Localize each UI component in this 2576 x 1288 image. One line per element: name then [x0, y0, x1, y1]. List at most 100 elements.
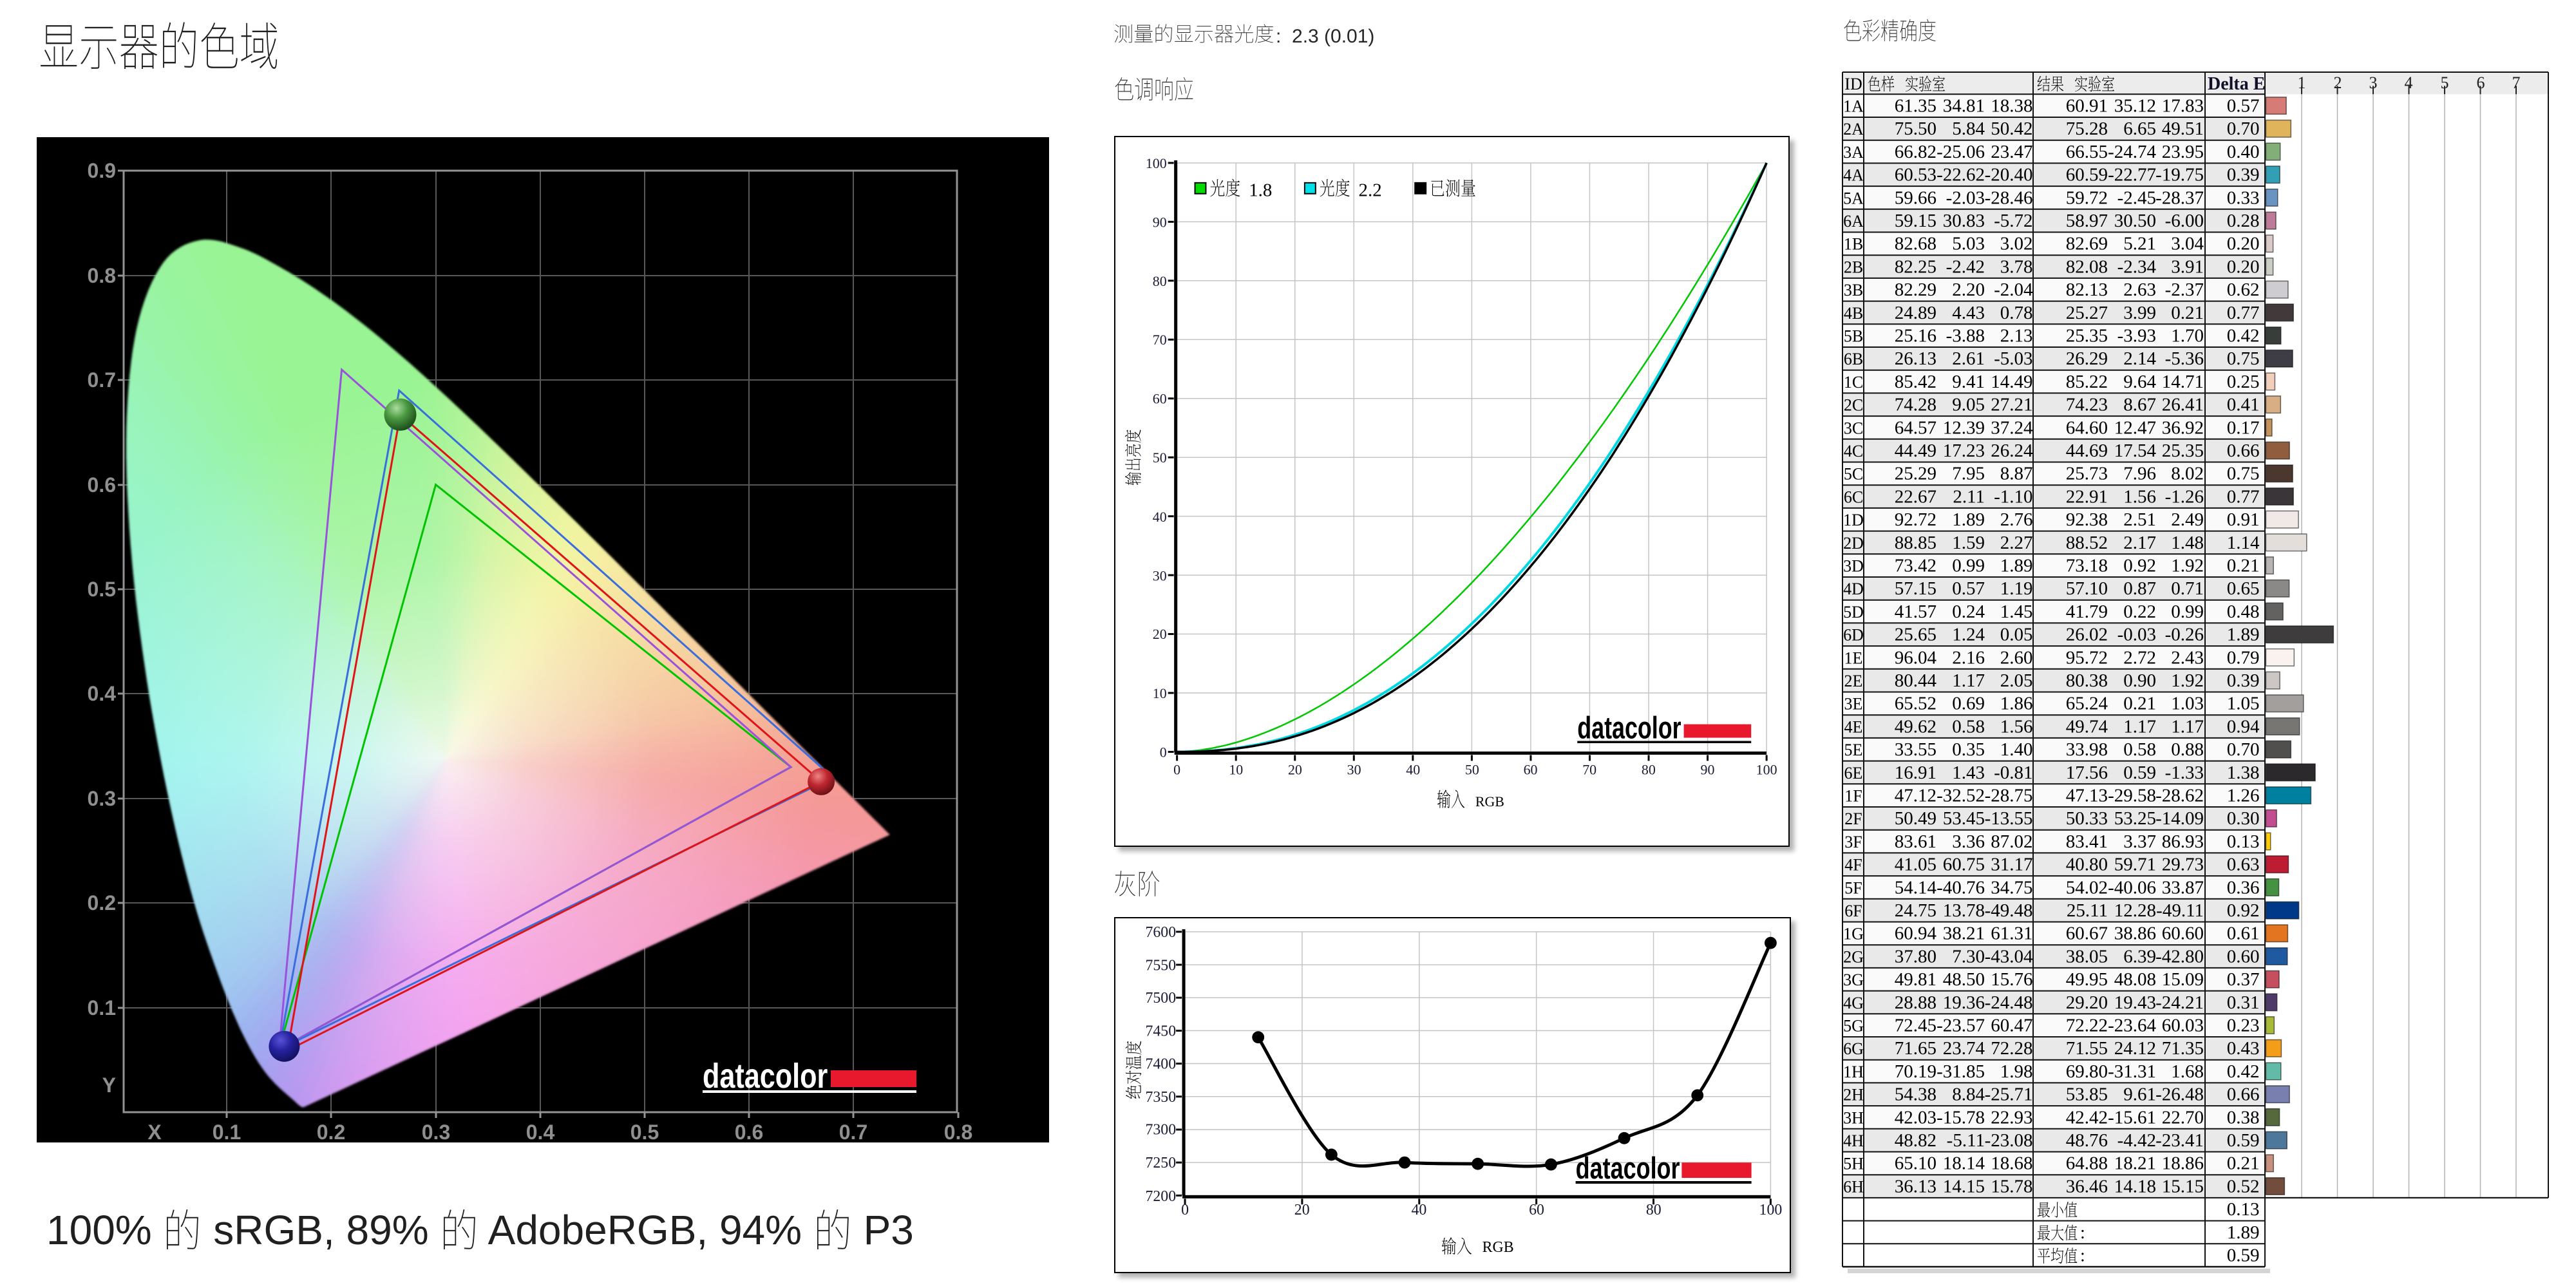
- svg-text:1.89: 1.89: [2227, 1222, 2260, 1243]
- svg-text:0.21: 0.21: [2171, 303, 2204, 323]
- svg-text:8.87: 8.87: [2000, 464, 2033, 484]
- svg-text:26.02: 26.02: [2066, 625, 2108, 645]
- svg-text:1E: 1E: [1844, 649, 1863, 667]
- svg-text:4G: 4G: [1843, 994, 1864, 1012]
- svg-text:-0.26: -0.26: [2165, 625, 2204, 645]
- svg-text:48.76: 48.76: [2066, 1130, 2108, 1151]
- svg-text:0.35: 0.35: [1952, 739, 1985, 760]
- svg-text:16.91: 16.91: [1895, 762, 1937, 783]
- svg-text:0.2: 0.2: [88, 891, 116, 914]
- svg-text:38.86: 38.86: [2114, 923, 2156, 944]
- svg-text:30: 30: [1153, 567, 1167, 583]
- svg-text:0.59: 0.59: [2227, 1130, 2260, 1151]
- svg-text:0.2: 0.2: [317, 1121, 345, 1142]
- svg-text:Y: Y: [102, 1074, 116, 1097]
- svg-text:71.55: 71.55: [2066, 1038, 2108, 1059]
- svg-text:37.24: 37.24: [1991, 417, 2033, 438]
- svg-text:70.19: 70.19: [1895, 1061, 1937, 1082]
- svg-text:-2.03: -2.03: [1946, 187, 1985, 208]
- svg-text:35.12: 35.12: [2114, 96, 2156, 117]
- svg-text:26.41: 26.41: [2162, 395, 2204, 415]
- svg-text:0.91: 0.91: [2227, 509, 2260, 530]
- svg-text:53.45: 53.45: [1943, 808, 1985, 829]
- svg-text:60.53: 60.53: [1895, 165, 1937, 185]
- svg-text:75.50: 75.50: [1895, 118, 1937, 139]
- svg-text:2.17: 2.17: [2123, 533, 2156, 553]
- svg-text:2D: 2D: [1843, 534, 1864, 553]
- svg-text:2E: 2E: [1844, 672, 1863, 690]
- svg-text:10: 10: [1229, 761, 1243, 777]
- svg-text:30.83: 30.83: [1943, 211, 1985, 231]
- svg-text:59.66: 59.66: [1895, 187, 1937, 208]
- svg-text:4H: 4H: [1843, 1132, 1864, 1150]
- svg-text:60.91: 60.91: [2066, 96, 2108, 117]
- svg-text:60: 60: [1524, 761, 1538, 777]
- svg-text:0.21: 0.21: [2227, 1153, 2260, 1174]
- svg-text:9.41: 9.41: [1952, 372, 1985, 392]
- svg-text:80: 80: [1153, 273, 1167, 289]
- svg-text:7.30: 7.30: [1952, 946, 1985, 967]
- svg-text:40: 40: [1153, 509, 1167, 525]
- svg-text:25.11: 25.11: [2067, 900, 2108, 921]
- svg-text:19.43: 19.43: [2114, 992, 2156, 1013]
- svg-text:0: 0: [1160, 744, 1167, 760]
- svg-text:80: 80: [1642, 761, 1656, 777]
- svg-text:37.80: 37.80: [1895, 946, 1937, 967]
- svg-text:2.43: 2.43: [2171, 647, 2204, 668]
- svg-text:6G: 6G: [1843, 1039, 1864, 1058]
- svg-text:74.23: 74.23: [2066, 395, 2108, 415]
- svg-text:datacolor: datacolor: [1576, 1151, 1680, 1185]
- svg-text:60.47: 60.47: [1991, 1016, 2032, 1036]
- svg-text:3.99: 3.99: [2123, 303, 2156, 323]
- svg-text:0.28: 0.28: [2227, 211, 2260, 231]
- svg-text:0.6: 0.6: [735, 1121, 763, 1142]
- svg-text:23.95: 23.95: [2162, 142, 2204, 162]
- svg-text:12.47: 12.47: [2114, 417, 2156, 438]
- svg-text:64.60: 64.60: [2066, 417, 2108, 438]
- svg-text:1F: 1F: [1844, 787, 1862, 806]
- svg-text:48.50: 48.50: [1943, 969, 1985, 990]
- svg-text:0.61: 0.61: [2227, 923, 2260, 944]
- svg-text:0.21: 0.21: [2123, 694, 2156, 714]
- svg-text:1.17: 1.17: [1952, 670, 1985, 691]
- svg-text:-25.06: -25.06: [1937, 142, 1985, 162]
- svg-text:49.51: 49.51: [2162, 118, 2204, 139]
- svg-text:-14.09: -14.09: [2155, 808, 2204, 829]
- svg-text:-28.37: -28.37: [2155, 187, 2204, 208]
- svg-text:-28.75: -28.75: [1985, 786, 2033, 806]
- svg-text:59.72: 59.72: [2066, 187, 2108, 208]
- svg-text:29.73: 29.73: [2162, 855, 2204, 875]
- svg-text:0.5: 0.5: [630, 1121, 659, 1142]
- svg-text:6F: 6F: [1844, 902, 1862, 920]
- svg-text:2G: 2G: [1843, 947, 1864, 966]
- svg-text:2.27: 2.27: [2000, 533, 2033, 553]
- svg-text:2.76: 2.76: [2000, 509, 2033, 530]
- svg-text:15.76: 15.76: [1991, 969, 2032, 990]
- svg-text:1.59: 1.59: [1952, 533, 1985, 553]
- svg-text:1.89: 1.89: [2227, 625, 2260, 645]
- svg-text:88.52: 88.52: [2066, 533, 2108, 553]
- svg-text:: 2.3 (0.01): : 2.3 (0.01): [1276, 26, 1374, 47]
- svg-text:100: 100: [1759, 1202, 1783, 1218]
- svg-text:-49.48: -49.48: [1985, 900, 2033, 921]
- svg-text:34.81: 34.81: [1943, 96, 1985, 117]
- svg-text:2.60: 2.60: [2000, 647, 2033, 668]
- svg-text:4C: 4C: [1844, 442, 1863, 460]
- svg-text:53.25: 53.25: [2114, 808, 2156, 829]
- svg-text:5F: 5F: [1844, 878, 1862, 897]
- svg-text:70: 70: [1582, 761, 1596, 777]
- svg-text:31.17: 31.17: [1991, 855, 2032, 875]
- svg-text:59.15: 59.15: [1895, 211, 1937, 231]
- svg-text:40.80: 40.80: [2066, 855, 2108, 875]
- svg-text:1H: 1H: [1843, 1063, 1864, 1081]
- svg-text:60: 60: [1153, 391, 1167, 407]
- svg-text:1.56: 1.56: [2123, 486, 2156, 507]
- svg-text:50: 50: [1153, 450, 1167, 466]
- svg-text:2.16: 2.16: [1952, 647, 1985, 668]
- svg-text:2.14: 2.14: [2123, 348, 2156, 369]
- svg-text:7.96: 7.96: [2123, 464, 2156, 484]
- svg-text:0.75: 0.75: [2227, 464, 2260, 484]
- svg-text:0.40: 0.40: [2227, 142, 2260, 162]
- svg-text:4D: 4D: [1843, 580, 1864, 598]
- svg-text:22.93: 22.93: [1991, 1107, 2032, 1128]
